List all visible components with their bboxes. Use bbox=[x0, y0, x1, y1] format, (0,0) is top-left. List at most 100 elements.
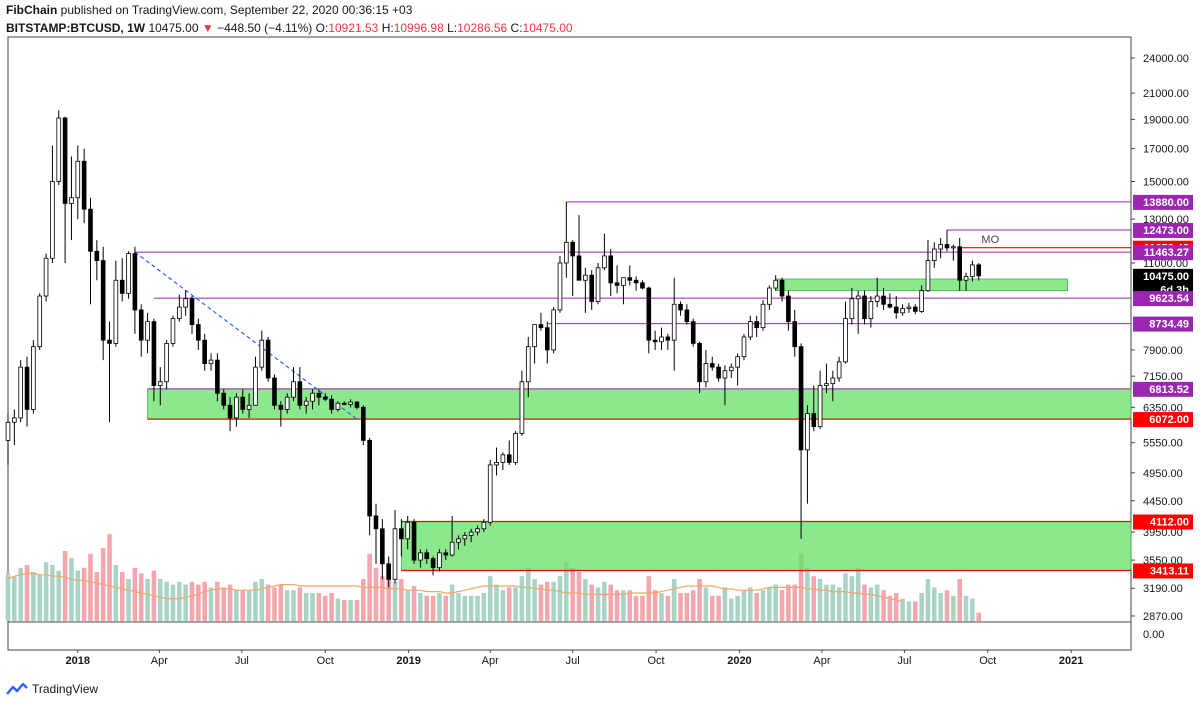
volume-bar bbox=[424, 595, 430, 621]
volume-bar bbox=[754, 593, 759, 621]
chart-header: FibChain published on TradingView.com, S… bbox=[6, 2, 1196, 36]
price-tick-label: 4450.00 bbox=[1143, 496, 1183, 508]
candle-body bbox=[532, 324, 537, 348]
volume-bar bbox=[246, 590, 252, 621]
volume-bar bbox=[665, 595, 671, 621]
price-tick-label: 6350.00 bbox=[1143, 402, 1183, 414]
candle-body bbox=[570, 241, 575, 257]
volume-bar bbox=[253, 581, 258, 621]
candle-body bbox=[716, 366, 721, 379]
volume-bar bbox=[532, 579, 537, 621]
volume-bar bbox=[564, 562, 569, 621]
volume-bar bbox=[583, 579, 588, 621]
volume-bar bbox=[56, 570, 62, 621]
volume-bar bbox=[329, 593, 334, 621]
tradingview-branding[interactable]: TradingView bbox=[6, 681, 98, 697]
candle-body bbox=[938, 244, 943, 250]
volume-bar bbox=[868, 587, 874, 621]
time-tick-label: Apr bbox=[151, 655, 168, 667]
volume-bar bbox=[716, 595, 721, 621]
candle-body bbox=[595, 267, 601, 302]
candle-body bbox=[868, 301, 874, 320]
candle-body bbox=[506, 454, 512, 463]
volume-bar bbox=[519, 576, 525, 621]
volume-bar bbox=[621, 590, 626, 621]
volume-bar bbox=[722, 587, 728, 621]
volume-bar bbox=[767, 587, 772, 621]
time-tick-label: 2021 bbox=[1059, 655, 1083, 667]
volume-bar bbox=[893, 593, 899, 621]
candle-body bbox=[538, 324, 544, 329]
candle-body bbox=[94, 250, 100, 262]
candle-body bbox=[240, 396, 246, 410]
candle-body bbox=[189, 298, 195, 326]
volume-bar bbox=[310, 593, 315, 621]
price-tick-label: 21000.00 bbox=[1143, 88, 1189, 100]
candle-body bbox=[392, 528, 398, 580]
volume-bar bbox=[684, 593, 690, 621]
volume-bar bbox=[697, 579, 702, 621]
volume-bar bbox=[5, 573, 11, 621]
volume-bar bbox=[12, 576, 17, 621]
volume-bar bbox=[456, 593, 461, 621]
candle-body bbox=[709, 363, 715, 368]
volume-bar bbox=[652, 590, 658, 621]
volume-bar bbox=[189, 581, 195, 621]
price-label-text: 12473.00 bbox=[1143, 225, 1189, 237]
volume-ma-line bbox=[7, 572, 903, 602]
volume-bar bbox=[976, 612, 982, 621]
volume-bar bbox=[513, 587, 518, 621]
candle-body bbox=[170, 318, 176, 344]
candle-body bbox=[862, 295, 867, 320]
candle-body bbox=[849, 298, 855, 320]
volume-bar bbox=[234, 590, 239, 621]
candle-body bbox=[119, 279, 125, 294]
candle-body bbox=[786, 295, 791, 323]
volume-bar bbox=[119, 572, 125, 621]
candle-body bbox=[951, 246, 956, 249]
volume-bar bbox=[735, 595, 740, 621]
candle-body bbox=[754, 321, 759, 329]
price-label-badge bbox=[1133, 194, 1193, 210]
volume-zero-label: 0.00 bbox=[1143, 629, 1164, 641]
volume-bar bbox=[170, 584, 176, 621]
candle-body bbox=[741, 336, 747, 358]
open-value: 10921.53 bbox=[328, 21, 379, 35]
candle-body bbox=[976, 264, 982, 277]
volume-bar bbox=[354, 600, 360, 621]
candle-body bbox=[576, 255, 582, 281]
volume-bar bbox=[348, 600, 353, 621]
volume-bar bbox=[862, 584, 867, 621]
candle-body bbox=[348, 401, 353, 405]
candle-body bbox=[748, 321, 753, 338]
candle-body bbox=[690, 321, 696, 344]
volume-bar bbox=[113, 565, 119, 621]
candle-body bbox=[557, 262, 563, 311]
candle-body bbox=[360, 406, 366, 441]
author-name[interactable]: FibChain bbox=[6, 3, 58, 17]
candle-body bbox=[297, 381, 303, 406]
time-tick-label: Jul bbox=[897, 655, 911, 667]
candle-body bbox=[31, 346, 36, 410]
publish-line: FibChain published on TradingView.com, S… bbox=[6, 3, 412, 17]
volume-bar bbox=[196, 584, 201, 621]
candle-body bbox=[684, 309, 690, 323]
candle-body bbox=[75, 160, 81, 199]
candle-body bbox=[659, 336, 664, 343]
volume-bar bbox=[481, 593, 487, 621]
last-price: 10475.00 bbox=[148, 21, 199, 35]
candle-body bbox=[932, 248, 937, 262]
candle-body bbox=[608, 255, 614, 284]
candle-body bbox=[957, 246, 962, 281]
volume-bar bbox=[576, 572, 582, 621]
candle-body bbox=[303, 400, 309, 406]
candle-body bbox=[43, 257, 49, 297]
candle-body bbox=[652, 339, 658, 343]
candle-body bbox=[399, 528, 404, 540]
candle-body bbox=[602, 255, 607, 269]
volume-bar bbox=[633, 595, 639, 621]
price-tick-label: 19000.00 bbox=[1143, 114, 1189, 126]
volume-bar bbox=[81, 567, 87, 621]
time-tick-label: Jul bbox=[566, 655, 580, 667]
